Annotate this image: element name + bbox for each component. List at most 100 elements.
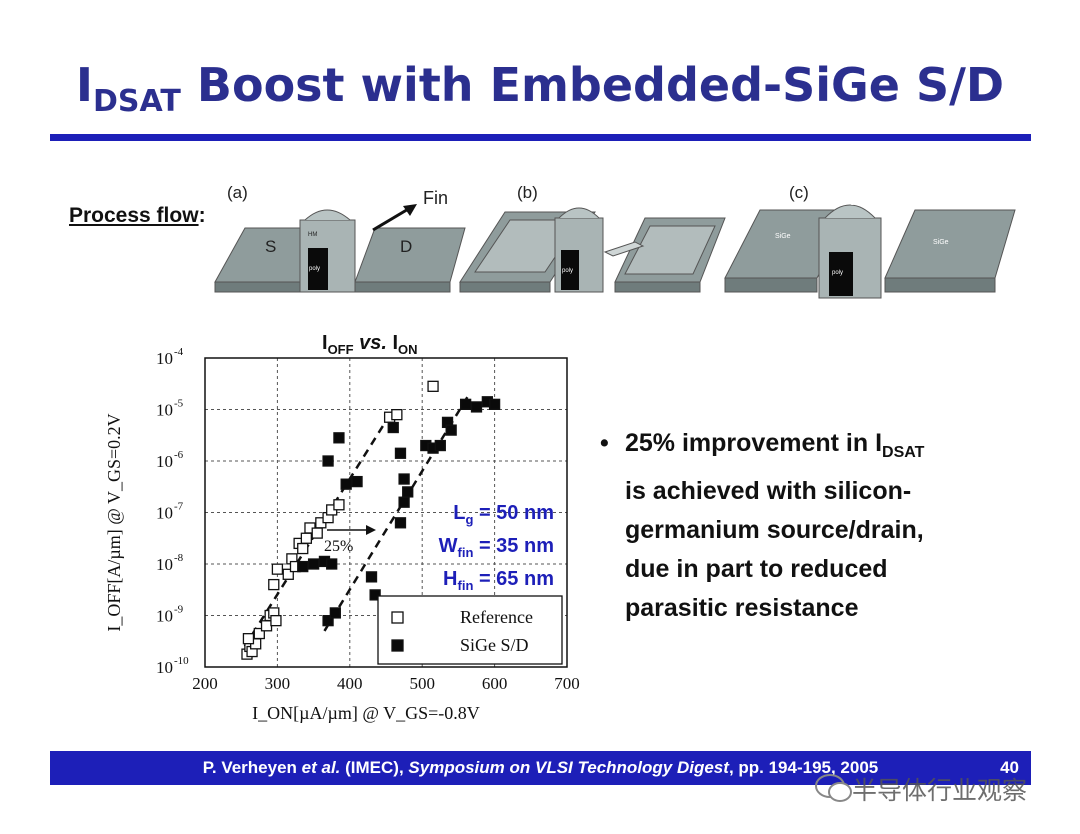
lg-annotation: Lg = 50 nm [453,502,554,527]
legend-box [377,595,563,665]
data-point-reference [242,633,255,645]
bullet-point: • 25% improvement in IDSAT is achieved w… [600,424,1040,628]
data-point-reference [282,568,294,580]
poly-label-b: poly [562,268,573,274]
wfin-annotation: Wfin = 35 nm [439,535,554,560]
legend-marker [391,639,404,652]
process-flow-diagram: (a) poly HM S D Fin (b) poly (c) [214,183,1016,299]
x-tick-label: 500 [409,674,435,693]
data-point-reference [311,527,323,539]
data-point-reference [300,532,313,544]
data-point-sige [365,571,378,583]
data-point-sige [470,401,483,413]
data-point-sige [369,589,381,601]
source-label: S [265,237,276,256]
device-parameters: Lg = 50 nm Wfin = 35 nm Hfin = 65 nm [439,502,554,593]
panel-a-tag: (a) [227,183,248,202]
data-point-reference [268,578,280,591]
chart-title: IOFF vs. ION [322,332,418,357]
data-point-sige [322,614,334,627]
data-point-reference [270,614,282,627]
x-tick-label: 200 [192,674,218,693]
improvement-label: 25% [324,538,353,555]
watermark-text: 半导体行业观察 [852,776,1028,805]
citation-text: P. Verheyen et al. (IMEC), Symposium on … [202,758,879,777]
data-point-sige [398,496,410,508]
sige-label-left: SiGe [775,233,791,240]
data-point-reference [297,542,309,555]
chart-legend: Reference SiGe S/D [377,595,563,665]
y-tick-label: 10 [156,607,173,626]
panel-b-tag: (b) [517,183,538,202]
legend-label: Reference [460,607,533,627]
poly-label-a: poly [309,266,320,272]
y-tick-label: 10 [156,504,173,523]
data-point-sige [394,447,407,459]
chart-marks [241,380,501,660]
data-point-reference [260,620,273,632]
page-number: 40 [1000,758,1019,777]
x-tick-label: 400 [337,674,363,693]
y-tick-label: 10 [156,658,173,677]
title-rule [50,134,1031,141]
y-tick-exponent: -7 [174,501,184,513]
trend-line-reference [243,408,395,648]
y-tick-label: 10 [156,401,173,420]
data-point-sige [434,439,446,452]
bullet-line-4: due in part to reduced [625,555,888,583]
x-tick-label: 300 [265,674,291,693]
data-point-sige [322,455,334,467]
process-flow-label: Process flow: [69,204,206,227]
data-point-reference [391,409,403,421]
sige-label-right: SiGe [933,239,949,246]
panel-b: (b) poly [459,183,726,293]
y-tick-exponent: -8 [174,552,184,564]
data-point-reference [253,627,265,640]
y-tick-label: 10 [156,452,173,471]
data-point-sige [307,558,320,570]
panel-c-tag: (c) [789,183,809,202]
panel-c: (c) poly SiGe SiGe SiGe [724,183,1016,299]
y-tick-label: 10 [156,555,173,574]
x-axis-label: I_ON[µA/µm] @ V_GS=-0.8V [252,703,480,723]
y-axis-label: I_OFF[A/µm] @ V_GS=0.2V [104,413,124,631]
data-point-sige [387,421,399,434]
data-point-reference [427,380,439,392]
improvement-arrow: 25% [324,525,376,555]
y-tick-exponent: -6 [174,449,184,461]
bullet-line-3: germanium source/drain, [625,516,924,544]
data-point-sige [402,486,414,498]
data-point-sige [333,432,345,444]
hfin-annotation: Hfin = 65 nm [443,568,554,593]
bullet-line-1: 25% improvement in IDSAT [625,429,925,461]
data-point-sige [297,560,309,573]
y-tick-exponent: -4 [174,346,184,358]
sige-label-top: SiGe [850,200,866,207]
citation-footer: P. Verheyen et al. (IMEC), Symposium on … [50,751,1031,785]
drain-label: D [400,237,412,256]
data-point-reference [271,563,284,575]
y-tick-exponent: -5 [174,398,184,410]
panel-a: (a) poly HM S D Fin [214,183,466,293]
y-tick-label: 10 [156,349,173,368]
data-point-sige [329,607,341,619]
x-tick-label: 600 [482,674,508,693]
wechat-watermark-icon [815,774,852,802]
data-point-sige [351,475,363,488]
data-point-sige [394,517,407,529]
data-point-sige [445,424,457,436]
data-point-sige [488,398,501,410]
legend-marker [391,611,404,624]
data-point-sige [326,558,338,570]
bullet-marker: • [600,429,609,457]
slide-title: IDSAT Boost with Embedded-SiGe S/D [75,58,1005,119]
poly-label-c: poly [832,270,843,276]
data-point-sige [398,473,410,485]
hm-label: HM [308,232,317,238]
plot-frame [204,357,568,668]
chart-axis-labels: I_ON[µA/µm] @ V_GS=-0.8V I_OFF[A/µm] @ V_… [104,413,480,723]
bullet-line-2: is achieved with silicon- [625,477,912,505]
trend-line-sige [323,393,471,632]
